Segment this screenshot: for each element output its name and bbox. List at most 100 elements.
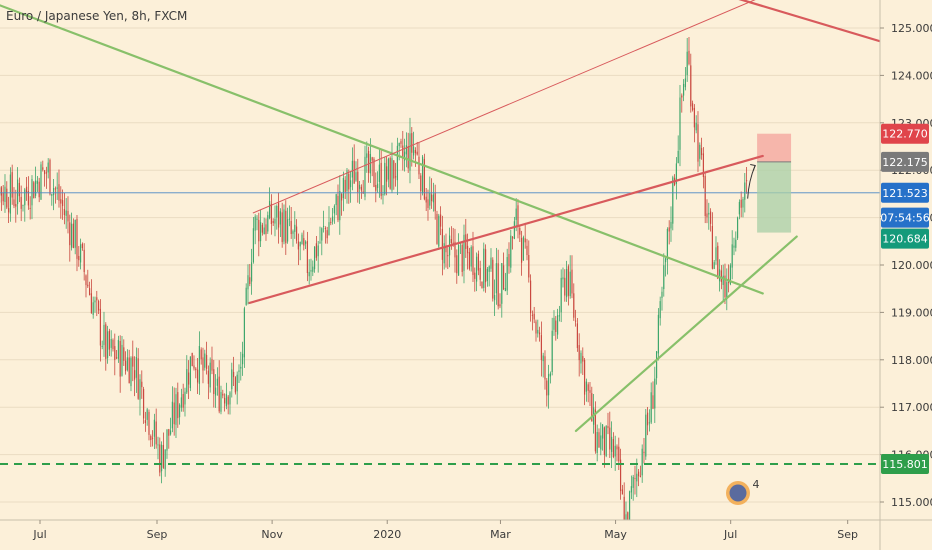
- candle-body: [439, 214, 442, 227]
- trend-line[interactable]: [252, 0, 766, 214]
- candle-body: [177, 392, 179, 419]
- candle-body: [243, 308, 245, 358]
- candle-body: [740, 199, 742, 208]
- candle-body: [461, 244, 463, 272]
- candle-body: [724, 275, 726, 298]
- price-badge: [881, 182, 929, 203]
- candle-body: [310, 269, 312, 272]
- candle-body: [623, 496, 625, 520]
- candle-body: [555, 320, 557, 332]
- candle-body: [16, 179, 19, 205]
- candle-body: [560, 277, 562, 313]
- candle-body: [387, 158, 389, 180]
- price-badge: [881, 151, 929, 172]
- price-tick-label: 115.000: [891, 496, 932, 509]
- candle-body: [20, 196, 22, 209]
- candle-body: [328, 222, 330, 236]
- candle-body: [51, 194, 53, 196]
- price-badge-label: 122.175: [882, 156, 928, 169]
- candle-body: [119, 341, 121, 377]
- candle-body: [222, 393, 224, 396]
- candle-body: [159, 444, 161, 473]
- candle-body: [610, 436, 613, 452]
- candle-body: [81, 243, 83, 249]
- trend-line[interactable]: [0, 0, 764, 295]
- candle-body: [733, 245, 735, 248]
- price-badge-label: 121.523: [882, 187, 928, 200]
- candle-body: [556, 315, 559, 335]
- candle-body: [29, 207, 31, 209]
- candle-body: [594, 409, 596, 452]
- candle-body: [137, 358, 139, 399]
- candle-body: [677, 150, 679, 164]
- candle-body: [27, 191, 29, 206]
- time-tick-label: Nov: [261, 528, 283, 541]
- candle-body: [15, 204, 17, 207]
- candle-body: [726, 282, 728, 299]
- candle-body: [664, 258, 667, 263]
- candle-body: [405, 145, 407, 155]
- candle-body: [276, 206, 278, 218]
- candle-body: [475, 256, 478, 282]
- candle-body: [582, 356, 584, 362]
- candle-body: [169, 430, 172, 435]
- candle-body: [101, 345, 103, 347]
- candle-body: [609, 427, 611, 450]
- candle-body: [650, 392, 652, 423]
- candle-body: [211, 359, 213, 371]
- time-axis[interactable]: Jul Sep Nov 2020 Mar May Jul Sep: [32, 520, 858, 541]
- candle-body: [513, 221, 515, 239]
- candle-body: [454, 241, 456, 258]
- candle-body: [108, 330, 110, 350]
- candle-body: [742, 198, 744, 208]
- candle-body: [112, 339, 114, 350]
- trend-line[interactable]: [574, 235, 798, 432]
- candle-body: [245, 287, 247, 305]
- position-target-zone[interactable]: [757, 161, 792, 233]
- position-stop-zone[interactable]: [757, 133, 792, 162]
- candle-body: [349, 180, 352, 188]
- candle-body: [601, 424, 604, 439]
- candle-body: [196, 369, 199, 383]
- candle-body: [495, 263, 497, 294]
- candle-body: [736, 217, 739, 239]
- trend-line[interactable]: [725, 0, 931, 56]
- trend-line[interactable]: [248, 154, 764, 305]
- candle-body: [173, 402, 175, 425]
- candle-body: [373, 158, 375, 187]
- candle-body: [576, 323, 578, 349]
- candle-body: [591, 393, 593, 422]
- candle-body: [745, 180, 748, 182]
- candle-body: [686, 51, 688, 76]
- candle-body: [249, 277, 251, 284]
- candle-body: [499, 304, 501, 307]
- candle-body: [468, 252, 470, 269]
- candle-body: [299, 241, 301, 247]
- candle-body: [450, 238, 452, 244]
- candle-body: [385, 166, 388, 182]
- candle-body: [508, 253, 510, 267]
- candle-body: [646, 412, 649, 426]
- candle-body: [393, 160, 395, 179]
- candle-body: [268, 201, 271, 219]
- candle-body: [344, 179, 346, 192]
- candle-body: [355, 172, 357, 181]
- candle-body: [607, 426, 609, 429]
- candle-body: [247, 275, 249, 290]
- candle-body: [645, 414, 647, 457]
- candle-body: [522, 237, 524, 261]
- candle-body: [506, 257, 508, 291]
- candle-body: [672, 177, 674, 224]
- candle-body: [578, 345, 580, 361]
- candle-body: [612, 439, 614, 458]
- candle-body: [184, 391, 186, 405]
- candle-body: [234, 377, 236, 393]
- price-badge: [881, 228, 929, 249]
- candle-body: [718, 269, 721, 282]
- candle-body: [79, 244, 82, 263]
- candle-body: [241, 353, 244, 365]
- candle-body: [220, 392, 222, 412]
